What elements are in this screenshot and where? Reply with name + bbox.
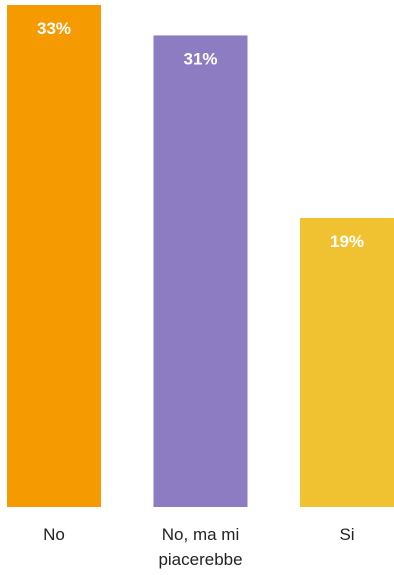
data-label-2: 31% <box>183 49 217 68</box>
bar-3 <box>300 217 394 507</box>
category-label-3: Si <box>339 525 354 544</box>
category-label-1: No <box>43 525 65 544</box>
data-label-3: 19% <box>330 232 364 251</box>
bar-1 <box>7 5 101 507</box>
category-label-2-line-2: piacerebbe <box>158 550 242 569</box>
bar-2 <box>153 35 248 507</box>
data-label-1: 33% <box>37 19 71 38</box>
category-label-2-line-1: No, ma mi <box>162 525 239 544</box>
